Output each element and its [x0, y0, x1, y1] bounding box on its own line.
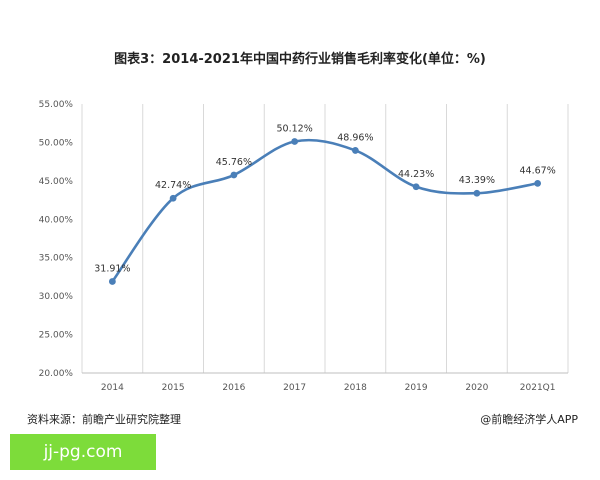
x-tick-label: 2015: [162, 383, 185, 393]
data-point: [169, 194, 177, 202]
y-tick-label: 20.00%: [39, 369, 74, 379]
y-tick-label: 55.00%: [39, 100, 74, 110]
data-point: [534, 179, 542, 187]
y-tick-label: 45.00%: [39, 177, 74, 187]
data-label: 42.74%: [155, 180, 191, 191]
attribution: @前瞻经济学人APP: [480, 413, 578, 426]
chart-title: 图表3：2014-2021年中国中药行业销售毛利率变化(单位：%): [114, 52, 486, 67]
data-labels: 31.91% 42.74% 45.76% 50.12% 48.96% 44.23% 43.3…: [94, 124, 555, 275]
y-tick-label: 50.00%: [39, 138, 74, 148]
x-tick-label: 2018: [344, 383, 367, 393]
data-label: 44.23%: [398, 169, 434, 180]
grid-lines: [81, 104, 569, 373]
data-point: [473, 189, 481, 197]
data-point: [412, 183, 420, 191]
x-tick-label: 2019: [405, 383, 428, 393]
data-point: [291, 138, 299, 145]
data-label: 43.39%: [459, 175, 495, 186]
y-tick-label: 35.00%: [39, 254, 74, 264]
site-badge-text: jj-pg.com: [43, 442, 123, 462]
data-label: 45.76%: [216, 157, 252, 168]
y-tick-labels: 20.00% 25.00% 30.00% 35.00% 40.00% 45.00% 50.0…: [39, 100, 74, 379]
data-label: 44.67%: [520, 165, 556, 176]
x-tick-label: 2016: [222, 383, 245, 393]
data-label: 48.96%: [337, 132, 373, 143]
x-tick-labels: 2014 2015 2016 2017 2018 2019 2020 2021Q1: [101, 383, 556, 393]
data-point: [108, 278, 116, 285]
y-tick-label: 25.00%: [39, 331, 74, 341]
site-badge[interactable]: jj-pg.com: [10, 434, 156, 470]
data-label: 50.12%: [277, 124, 313, 135]
data-point: [351, 147, 359, 154]
y-tick-label: 30.00%: [39, 292, 74, 302]
source-note: 资料来源：前瞻产业研究院整理: [27, 413, 181, 426]
x-tick-label: 2014: [101, 383, 124, 393]
y-tick-label: 40.00%: [39, 215, 74, 225]
x-tick-label: 2017: [283, 383, 306, 393]
data-points: [108, 138, 542, 285]
data-point: [230, 171, 238, 179]
data-label: 31.91%: [94, 263, 130, 274]
x-tick-label: 2021Q1: [520, 383, 556, 393]
x-tick-label: 2020: [465, 383, 488, 393]
